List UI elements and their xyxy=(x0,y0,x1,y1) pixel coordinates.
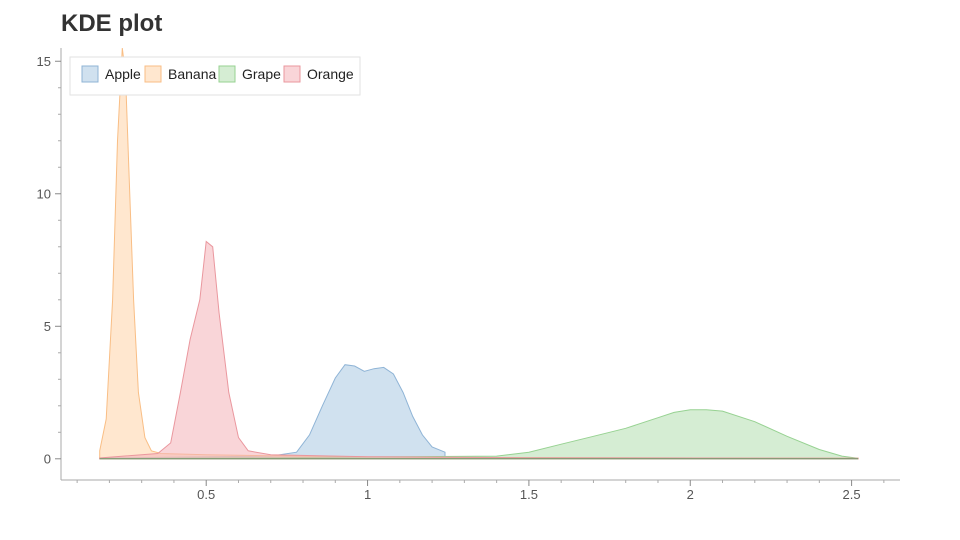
x-tick-label: 1.5 xyxy=(520,487,538,502)
legend-label-orange: Orange xyxy=(307,66,354,82)
legend-swatch-banana xyxy=(144,65,162,83)
kde-area-grape xyxy=(99,409,859,460)
x-tick-label: 2.5 xyxy=(843,487,861,502)
kde-areas xyxy=(99,47,859,460)
legend-swatch-orange xyxy=(283,65,301,83)
legend-swatch-grape xyxy=(218,65,236,83)
x-tick-label: 0.5 xyxy=(197,487,215,502)
x-tick-label: 1 xyxy=(364,487,371,502)
kde-area-apple xyxy=(99,364,446,460)
legend-swatch-apple xyxy=(81,65,99,83)
chart-legend: Apple Banana Grape Orange xyxy=(69,56,361,96)
y-tick-label: 0 xyxy=(44,451,51,466)
legend-label-apple: Apple xyxy=(105,66,141,82)
x-tick-label: 2 xyxy=(687,487,694,502)
legend-label-banana: Banana xyxy=(168,66,216,82)
y-tick-label: 5 xyxy=(44,319,51,334)
y-tick-label: 15 xyxy=(37,54,51,69)
chart-title: KDE plot xyxy=(61,10,163,37)
y-tick-label: 10 xyxy=(37,186,51,201)
chart-axes: 0.5 1 1.5 2 2.5 0 5 10 15 xyxy=(37,48,900,502)
legend-label-grape: Grape xyxy=(242,66,281,82)
kde-area-orange xyxy=(99,240,859,460)
legend-box xyxy=(69,56,361,96)
